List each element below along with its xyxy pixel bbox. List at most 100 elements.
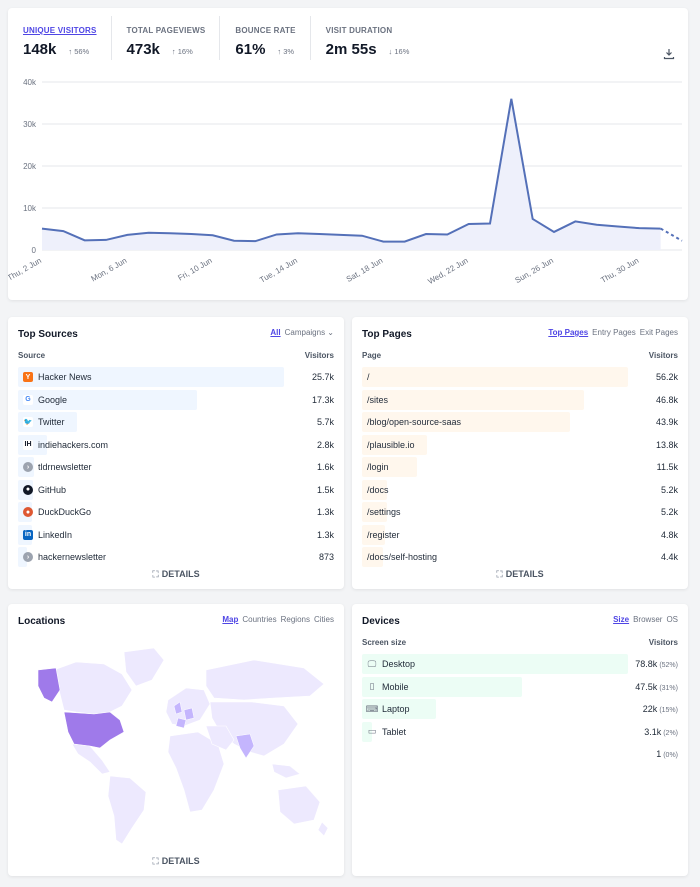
details-button[interactable]: ⛶ DETAILS	[152, 856, 200, 866]
data-point[interactable]	[61, 229, 65, 233]
list-item[interactable]: / 56.2k	[362, 366, 678, 389]
data-point[interactable]	[381, 240, 385, 244]
list-item[interactable]: ● DuckDuckGo 1.3k	[18, 501, 334, 524]
list-item[interactable]: › tldrnewsletter 1.6k	[18, 456, 334, 479]
y-tick-label: 40k	[23, 78, 37, 87]
list-item[interactable]: in LinkedIn 1.3k	[18, 524, 334, 547]
row-label: ▯ Mobile	[362, 681, 409, 692]
row-label: /plausible.io	[367, 439, 415, 450]
tab-os[interactable]: OS	[666, 615, 678, 624]
data-point[interactable]	[531, 217, 535, 221]
list-item[interactable]: 🐦 Twitter 5.7k	[18, 411, 334, 434]
details-button[interactable]: ⛶ DETAILS	[496, 569, 544, 579]
row-bar	[18, 367, 284, 387]
row-value: 22k (15%)	[642, 704, 678, 715]
row-label: /settings	[367, 507, 401, 518]
row-value: 47.5k (31%)	[635, 681, 678, 692]
list-item[interactable]: /register 4.8k	[362, 524, 678, 547]
data-point[interactable]	[552, 230, 556, 234]
data-point[interactable]	[573, 219, 577, 223]
list-item[interactable]: 🖵 Desktop 78.8k (52%)	[362, 653, 678, 676]
data-point[interactable]	[232, 239, 236, 243]
laptop-icon: ⌨	[365, 703, 379, 714]
row-value: 2.8k	[316, 439, 334, 450]
tab-size[interactable]: Size	[613, 615, 630, 624]
row-value: 25.7k	[311, 372, 334, 383]
list-item[interactable]: ▭ Tablet 3.1k (2%)	[362, 721, 678, 744]
stat-bounce-rate[interactable]: BOUNCE RATE 61% ↑ 3%	[220, 16, 311, 60]
tab-cities[interactable]: Cities	[313, 615, 334, 624]
data-point[interactable]	[403, 240, 407, 244]
details-button[interactable]: ⛶ DETAILS	[152, 569, 200, 579]
stat-label: VISIT DURATION	[325, 26, 393, 35]
list-item[interactable]: ⌨ Laptop 22k (15%)	[362, 698, 678, 721]
row-value: 78.8k (52%)	[635, 659, 678, 670]
list-item[interactable]: 1 (0%)	[362, 743, 678, 766]
list-item[interactable]: /blog/open-source-saas 43.9k	[362, 411, 678, 434]
world-map[interactable]	[14, 640, 330, 850]
panel-title: Top Sources	[18, 329, 78, 340]
list-item[interactable]: /login 11.5k	[362, 456, 678, 479]
tab-campaigns[interactable]: Campaigns ⌄	[284, 328, 334, 337]
tab-map[interactable]: Map	[222, 615, 239, 624]
x-tick-label: Tue, 14 Jun	[258, 256, 299, 285]
list-item[interactable]: G Google 17.3k	[18, 389, 334, 412]
data-point[interactable]	[339, 233, 343, 237]
data-point[interactable]	[104, 238, 108, 242]
download-icon[interactable]	[662, 48, 676, 62]
stat-value: 473k	[126, 41, 160, 58]
data-point[interactable]	[317, 232, 321, 236]
data-point[interactable]	[253, 239, 257, 243]
stat-change: ↓ 16%	[388, 47, 410, 56]
list-item[interactable]: /sites 46.8k	[362, 389, 678, 412]
github-icon: ●	[23, 484, 33, 495]
list-item[interactable]: /docs 5.2k	[362, 479, 678, 502]
list-item[interactable]: /plausible.io 13.8k	[362, 434, 678, 457]
data-point[interactable]	[424, 232, 428, 236]
list-item[interactable]: ● GitHub 1.5k	[18, 479, 334, 502]
data-point[interactable]	[83, 238, 87, 242]
list-item[interactable]: /settings 5.2k	[362, 501, 678, 524]
data-point[interactable]	[211, 233, 215, 237]
tab-entry-pages[interactable]: Entry Pages	[592, 328, 636, 337]
data-point[interactable]	[637, 226, 641, 230]
row-label: /blog/open-source-saas	[367, 417, 462, 428]
row-value: 5.7k	[316, 417, 334, 428]
data-point[interactable]	[360, 234, 364, 238]
data-point[interactable]	[168, 231, 172, 235]
row-label: Y Hacker News	[18, 372, 92, 383]
list-item[interactable]: /docs/self-hosting 4.4k	[362, 546, 678, 569]
tab-all[interactable]: All	[270, 328, 281, 337]
stat-unique-visitors[interactable]: UNIQUE VISITORS 148k ↑ 56%	[8, 16, 112, 60]
stat-total-pageviews[interactable]: TOTAL PAGEVIEWS 473k ↑ 16%	[112, 16, 221, 60]
stat-change: ↑ 56%	[68, 47, 90, 56]
data-point[interactable]	[680, 239, 684, 243]
data-point[interactable]	[595, 223, 599, 227]
expand-icon: ⛶	[496, 569, 503, 579]
data-point[interactable]	[488, 222, 492, 226]
list-item[interactable]: › hackernewsletter 873	[18, 546, 334, 569]
stat-visit-duration[interactable]: VISIT DURATION 2m 55s ↓ 16%	[311, 16, 424, 60]
row-value: 56.2k	[655, 372, 678, 383]
row-bar	[362, 654, 628, 674]
data-point[interactable]	[509, 97, 513, 101]
data-point[interactable]	[40, 227, 44, 231]
tab-top-pages[interactable]: Top Pages	[548, 328, 589, 337]
tab-countries[interactable]: Countries	[242, 615, 277, 624]
data-point[interactable]	[275, 232, 279, 236]
data-point[interactable]	[467, 222, 471, 226]
data-point[interactable]	[125, 233, 129, 237]
tab-regions[interactable]: Regions	[280, 615, 310, 624]
row-label: /sites	[367, 394, 389, 405]
data-point[interactable]	[445, 232, 449, 236]
tab-exit-pages[interactable]: Exit Pages	[639, 328, 678, 337]
data-point[interactable]	[616, 224, 620, 228]
data-point[interactable]	[296, 231, 300, 235]
list-item[interactable]: ▯ Mobile 47.5k (31%)	[362, 676, 678, 699]
data-point[interactable]	[659, 227, 663, 231]
list-item[interactable]: IH indiehackers.com 2.8k	[18, 434, 334, 457]
list-item[interactable]: Y Hacker News 25.7k	[18, 366, 334, 389]
data-point[interactable]	[147, 231, 151, 235]
data-point[interactable]	[189, 232, 193, 236]
tab-browser[interactable]: Browser	[633, 615, 663, 624]
